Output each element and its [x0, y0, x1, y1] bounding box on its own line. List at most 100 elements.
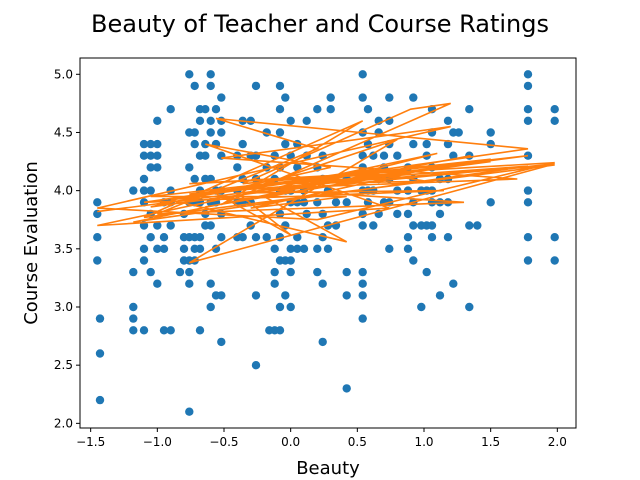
- scatter-point: [454, 128, 463, 137]
- scatter-point: [95, 395, 105, 405]
- scatter-point: [206, 279, 215, 288]
- scatter-point: [358, 267, 367, 277]
- scatter-point: [281, 139, 290, 149]
- scatter-point: [358, 93, 367, 102]
- scatter-point: [270, 267, 279, 277]
- scatter-point: [318, 337, 327, 347]
- scatter-point: [251, 81, 261, 91]
- y-tick-label: 4.0: [54, 184, 73, 198]
- scatter-point: [270, 279, 279, 288]
- scatter-point: [523, 81, 533, 91]
- scatter-point: [185, 70, 194, 79]
- scatter-point: [275, 105, 285, 114]
- scatter-point: [443, 116, 453, 126]
- scatter-point: [369, 151, 378, 160]
- y-axis: 2.0 2.5 3.0 3.5 4.0 4.5 5.0: [54, 67, 80, 430]
- scatter-point: [153, 151, 162, 160]
- scatter-point: [465, 221, 474, 230]
- scatter-point: [146, 163, 155, 172]
- plot-frame: [79, 57, 577, 429]
- scatter-point: [190, 139, 199, 149]
- scatter-point: [358, 221, 367, 230]
- scatter-point: [129, 267, 138, 277]
- scatter-point: [342, 198, 351, 207]
- scatter-point: [166, 105, 175, 114]
- scatter-point: [286, 302, 295, 312]
- scatter-point: [358, 314, 367, 323]
- scatter-point: [275, 326, 285, 335]
- scatter-point: [342, 291, 351, 300]
- scatter-point: [251, 233, 261, 242]
- scatter-point: [523, 105, 533, 114]
- y-tick-label: 2.5: [54, 358, 73, 372]
- x-tick-label: 0.5: [348, 435, 367, 449]
- scatter-point: [550, 116, 559, 126]
- scatter-point: [159, 244, 169, 253]
- scatter-point: [217, 291, 226, 300]
- scatter-point: [286, 256, 295, 265]
- scatter-point: [323, 244, 333, 253]
- scatter-point: [281, 93, 290, 102]
- scatter-point: [379, 151, 389, 160]
- scatter-point: [523, 70, 533, 79]
- scatter-point: [550, 233, 559, 242]
- scatter-point: [427, 221, 437, 230]
- x-tick-label: −0.5: [209, 435, 238, 449]
- scatter-point: [403, 209, 413, 219]
- scatter-point: [201, 105, 210, 114]
- scatter-point: [275, 128, 285, 137]
- scatter-point: [486, 139, 495, 149]
- scatter-point: [523, 116, 533, 126]
- scatter-point: [299, 244, 309, 253]
- x-axis-label: Beauty: [296, 458, 360, 479]
- scatter-point: [153, 221, 162, 230]
- scatter-point: [206, 70, 215, 79]
- scatter-point: [409, 93, 418, 102]
- scatter-point: [313, 105, 322, 114]
- scatter-point: [393, 151, 402, 160]
- scatter-point: [313, 244, 322, 253]
- scatter-point: [293, 244, 302, 253]
- scatter-point: [385, 244, 394, 253]
- scatter-point: [385, 93, 394, 102]
- scatter-point: [206, 116, 215, 126]
- scatter-point: [358, 279, 367, 288]
- y-axis-label: Course Evaluation: [21, 161, 42, 325]
- scatter-point: [190, 81, 199, 91]
- scatter-point: [139, 139, 149, 149]
- scatter-point: [95, 349, 105, 358]
- scatter-point: [435, 291, 445, 300]
- scatter-point: [217, 233, 226, 242]
- scatter-point: [326, 105, 335, 114]
- scatter-point: [238, 139, 247, 149]
- scatter-point: [211, 105, 221, 114]
- scatter-point: [363, 105, 373, 114]
- scatter-point: [211, 244, 221, 253]
- line-series: [97, 102, 555, 264]
- scatter-point: [185, 279, 194, 288]
- scatter-point: [153, 244, 162, 253]
- scatter-point: [246, 116, 255, 126]
- scatter-point: [93, 256, 102, 265]
- scatter-point: [139, 186, 149, 195]
- scatter-point: [195, 244, 205, 253]
- scatter-point: [251, 291, 261, 300]
- scatter-point: [129, 186, 138, 195]
- scatter-point: [465, 302, 474, 312]
- scatter-point: [185, 267, 194, 277]
- scatter-point: [190, 128, 199, 137]
- scatter-point: [275, 302, 285, 312]
- scatter-point: [153, 279, 162, 288]
- x-tick-label: 1.5: [481, 435, 500, 449]
- x-tick-label: −1.0: [143, 435, 172, 449]
- scatter-point: [550, 256, 559, 265]
- scatter-point: [393, 209, 402, 219]
- scatter-point: [281, 291, 290, 300]
- scatter-point: [286, 116, 295, 126]
- scatter-point: [435, 209, 445, 219]
- scatter-point: [251, 361, 261, 370]
- scatter-point: [342, 384, 351, 393]
- scatter-point: [139, 174, 149, 184]
- scatter-point: [93, 198, 102, 207]
- scatter-point: [342, 267, 351, 277]
